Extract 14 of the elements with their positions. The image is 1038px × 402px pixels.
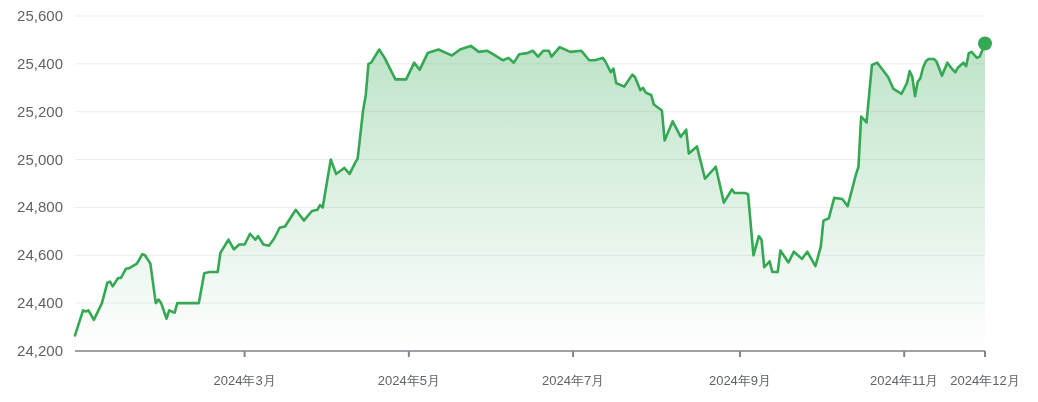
y-tick-label: 24,200 <box>17 342 63 359</box>
y-tick-label: 24,400 <box>17 294 63 312</box>
y-tick-label: 25,600 <box>17 7 63 24</box>
x-tick-label: 2024年9月 <box>708 373 772 388</box>
y-tick-label: 25,400 <box>17 54 63 72</box>
x-tick-label: 2024年12月 <box>950 373 1020 388</box>
y-tick-label: 25,000 <box>17 150 63 168</box>
y-tick-label: 24,600 <box>17 246 63 264</box>
x-tick-label: 2024年3月 <box>213 373 276 388</box>
x-tick-label: 2024年7月 <box>542 373 605 388</box>
x-tick-label: 2024年11月 <box>870 373 939 388</box>
x-tick-label: 2024年5月 <box>377 373 440 388</box>
y-tick-label: 24,800 <box>17 198 63 216</box>
y-tick-label: 25,200 <box>17 102 63 120</box>
